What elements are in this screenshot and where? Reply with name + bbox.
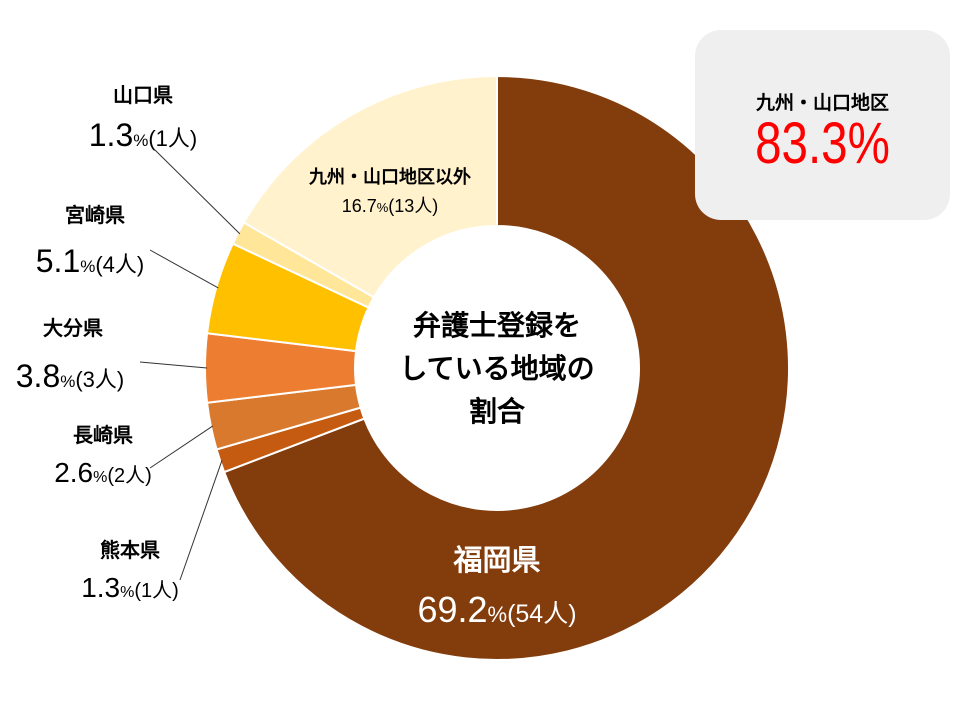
slice-label-name: 九州・山口地区以外 <box>308 166 471 188</box>
center-title-line-1: 弁護士登録を <box>413 309 581 342</box>
leader-line <box>139 361 208 369</box>
slice-label-value: 3.8%(3人) <box>16 358 125 394</box>
donut-slice <box>222 74 790 661</box>
leader-line <box>149 249 219 289</box>
slice-label-value: 1.3%(1人) <box>81 572 179 603</box>
donut-slices <box>204 74 790 661</box>
slice-label-name: 長崎県 <box>73 423 133 447</box>
slice-label-name: 大分県 <box>43 316 103 340</box>
slice-label-name: 宮崎県 <box>65 203 125 227</box>
donut-slice <box>242 74 498 299</box>
slice-label-value: 5.1%(4人) <box>36 243 145 279</box>
summary-box: 九州・山口地区 83.3% <box>695 30 950 220</box>
center-title-line-2: している地域の <box>399 352 594 385</box>
slice-label-value: 2.6%(2人) <box>54 457 152 488</box>
slice-label-value: 69.2%(54人) <box>417 589 576 630</box>
summary-title: 九州・山口地区 <box>755 92 889 114</box>
slice-label-value: 1.3%(1人) <box>89 117 198 153</box>
slice-label-name: 山口県 <box>113 83 173 107</box>
slice-label-name: 熊本県 <box>100 538 160 562</box>
slice-label-value: 16.7%(13人) <box>342 196 439 216</box>
leader-line <box>179 460 223 581</box>
slice-label-name: 福岡県 <box>452 543 540 577</box>
leader-lines <box>139 149 241 581</box>
leader-line <box>154 149 241 235</box>
center-title-line-3: 割合 <box>469 395 526 428</box>
summary-value: 83.3% <box>755 111 890 176</box>
leader-line <box>149 425 214 469</box>
